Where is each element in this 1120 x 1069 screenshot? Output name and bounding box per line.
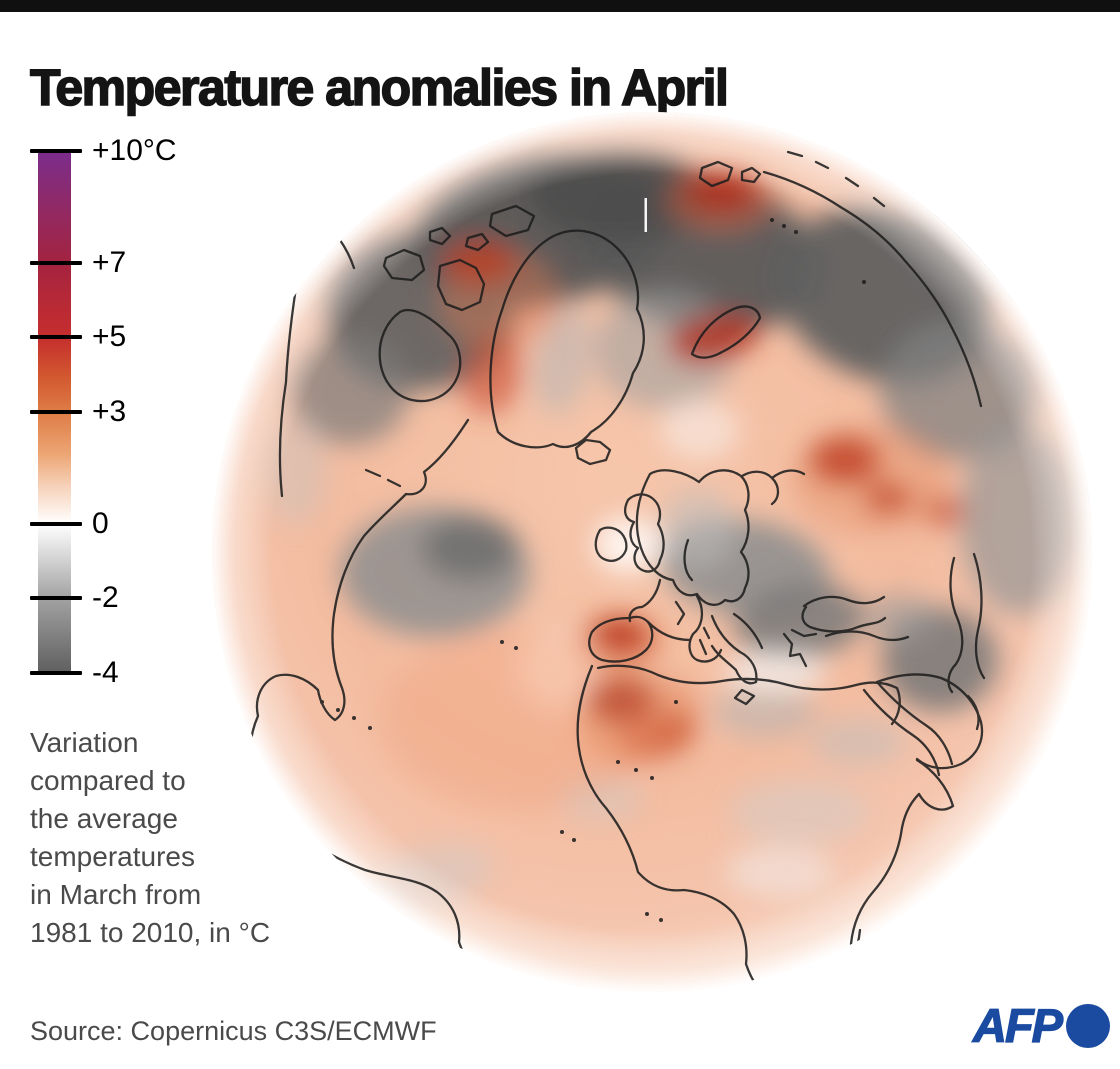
tick-mark: [30, 410, 82, 414]
tick-label: +7: [92, 245, 127, 279]
top-bar: [0, 0, 1120, 12]
tick-label: -2: [92, 581, 119, 615]
afp-logo-text: AFP: [972, 999, 1063, 1052]
tick-mark: [30, 521, 82, 526]
tick-label: -4: [92, 656, 119, 689]
tick-mark: [30, 149, 82, 153]
legend: +10°C +7 +5 +3 0 -2 -4: [30, 134, 245, 689]
legend-note: Variation compared to the average temper…: [30, 727, 271, 949]
tick-mark: [30, 335, 82, 340]
tick-mark: [30, 596, 82, 601]
globe-rim-fade: [212, 112, 1092, 992]
scan-artifact-line: [644, 198, 647, 232]
island-dots: [320, 218, 866, 922]
afp-logo: AFP: [972, 999, 1110, 1052]
tick-mark: [30, 260, 82, 265]
tick-label: +3: [92, 395, 127, 428]
afp-logo-circle-icon: [1066, 1003, 1110, 1048]
tick-label: +5: [92, 320, 127, 354]
tick-label: 0: [92, 506, 109, 540]
tick-label: +10°C: [92, 134, 177, 167]
source-text: Source: Copernicus C3S/ECMWF: [30, 1016, 437, 1046]
tick-mark: [30, 671, 82, 675]
page-title: Temperature anomalies in April: [29, 58, 730, 117]
